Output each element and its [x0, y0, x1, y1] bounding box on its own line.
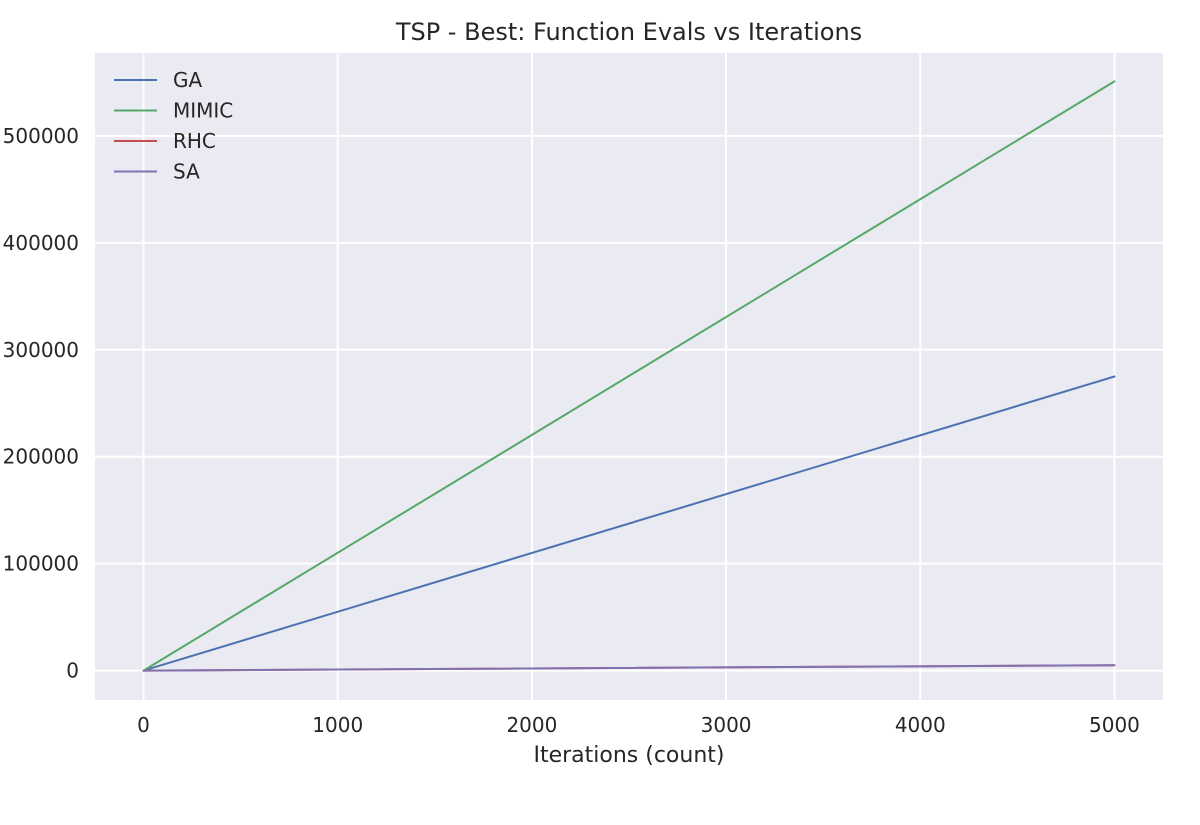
series-line-mimic	[142, 80, 1116, 672]
y-tick-label: 300000	[3, 338, 79, 362]
y-tick-label: 500000	[3, 124, 79, 148]
y-tick-labels: 0 100000 200000 300000 400000 500000	[3, 124, 79, 683]
grid-y	[95, 134, 1163, 672]
y-tick-label: 0	[66, 659, 79, 683]
series-lines	[142, 80, 1116, 672]
y-tick-label: 400000	[3, 231, 79, 255]
legend-label-ga: GA	[173, 68, 202, 92]
legend-label-mimic: MIMIC	[173, 99, 233, 123]
series-line-ga	[142, 375, 1116, 672]
series-line-sa	[142, 664, 1116, 672]
x-tick-label: 0	[137, 713, 150, 737]
x-tick-label: 2000	[506, 713, 557, 737]
x-axis-label: Iterations (count)	[533, 743, 724, 768]
y-tick-label: 100000	[3, 552, 79, 576]
x-tick-label: 3000	[701, 713, 752, 737]
legend-label-sa: SA	[173, 160, 200, 184]
x-tick-label: 1000	[312, 713, 363, 737]
legend: GA MIMIC RHC SA	[114, 68, 233, 184]
x-tick-label: 5000	[1089, 713, 1140, 737]
x-tick-labels: 0 1000 2000 3000 4000 5000	[137, 713, 1140, 737]
chart-title: TSP - Best: Function Evals vs Iterations	[395, 18, 862, 46]
legend-label-rhc: RHC	[173, 129, 216, 153]
y-tick-label: 200000	[3, 445, 79, 469]
x-tick-label: 4000	[895, 713, 946, 737]
